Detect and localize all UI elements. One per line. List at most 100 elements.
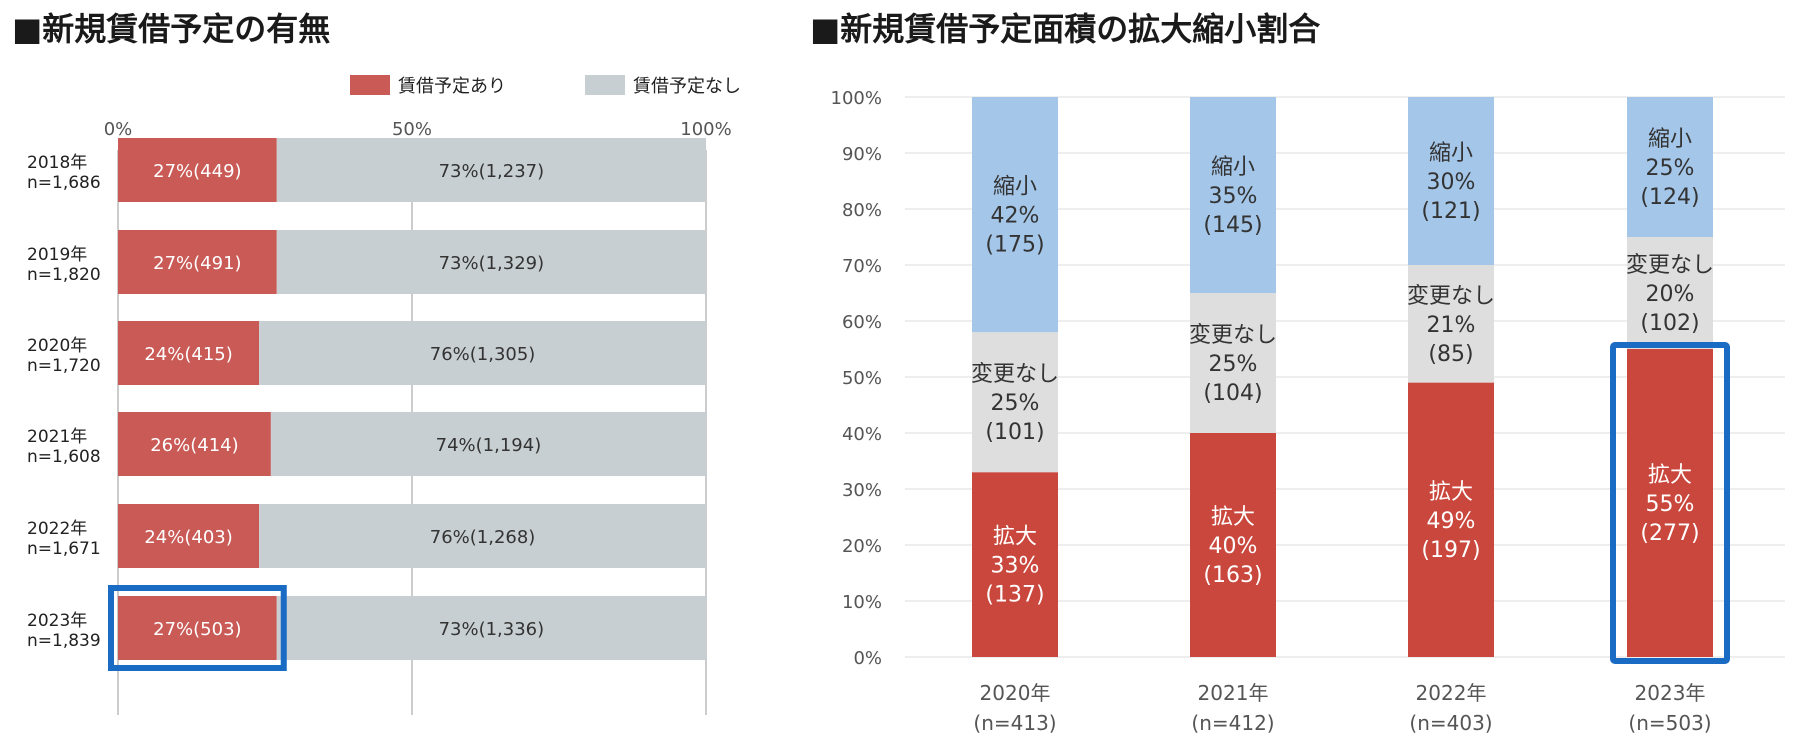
y-tick-label: 0% — [853, 648, 882, 669]
segment-name: 変更なし — [971, 362, 1059, 387]
segment-percent: 25% — [1646, 156, 1695, 181]
x-tick-label: 0% — [104, 119, 133, 140]
segment-count: (175) — [985, 233, 1044, 258]
y-tick-label: 50% — [842, 368, 882, 389]
category-year: 2019年 — [27, 245, 87, 265]
bar-segment — [118, 412, 271, 476]
left-chart-title: ■新規賃借予定の有無 — [12, 10, 330, 48]
y-tick-label: 40% — [842, 424, 882, 445]
segment-count: (197) — [1421, 538, 1480, 563]
segment-name: 拡大 — [1211, 505, 1255, 530]
segment-name: 縮小 — [1429, 141, 1473, 166]
y-tick-label: 100% — [831, 88, 882, 109]
data-label: 24%(403) — [144, 527, 232, 548]
segment-name: 拡大 — [1429, 480, 1473, 505]
bar-segment — [972, 97, 1058, 333]
data-label: 24%(415) — [144, 344, 232, 365]
category-n: n=1,839 — [27, 631, 101, 651]
segment-percent: 55% — [1646, 492, 1695, 517]
category-year: 2021年 — [27, 427, 87, 447]
category-n: n=1,686 — [27, 173, 101, 193]
segment-count: (102) — [1640, 311, 1699, 336]
segment-name: 変更なし — [1189, 323, 1277, 348]
bar-segment — [1190, 97, 1276, 293]
category-year: 2018年 — [27, 153, 87, 173]
segment-count: (124) — [1640, 185, 1699, 210]
data-label: 27%(491) — [153, 253, 241, 274]
data-label: 73%(1,237) — [439, 161, 545, 182]
y-tick-label: 20% — [842, 536, 882, 557]
category-year: 2022年 — [1416, 681, 1487, 705]
category-n: (n=412) — [1191, 711, 1274, 735]
segment-percent: 40% — [1209, 534, 1258, 559]
legend-label: 賃借予定あり — [398, 76, 506, 97]
bar-segment — [1408, 382, 1494, 657]
segment-percent: 35% — [1209, 184, 1258, 209]
segment-name: 変更なし — [1626, 253, 1714, 278]
bar-segment — [1408, 97, 1494, 265]
segment-count: (277) — [1640, 521, 1699, 546]
segment-name: 縮小 — [1648, 127, 1692, 152]
category-n: (n=503) — [1628, 711, 1711, 735]
bar-segment — [1627, 349, 1713, 657]
category-year: 2020年 — [980, 681, 1051, 705]
segment-name: 縮小 — [993, 175, 1037, 200]
category-year: 2020年 — [27, 336, 87, 356]
segment-percent: 21% — [1427, 313, 1476, 338]
segment-name: 変更なし — [1407, 284, 1495, 309]
segment-percent: 30% — [1427, 170, 1476, 195]
category-n: (n=413) — [973, 711, 1056, 735]
data-label: 27%(449) — [153, 161, 241, 182]
segment-percent: 25% — [991, 391, 1040, 416]
data-label: 73%(1,336) — [439, 619, 545, 640]
segment-name: 縮小 — [1211, 155, 1255, 180]
x-tick-label: 50% — [392, 119, 432, 140]
bar-segment — [259, 504, 706, 568]
bar-segment — [1408, 265, 1494, 383]
bar-segment — [118, 230, 277, 294]
highlight-frame — [1610, 342, 1730, 664]
y-tick-label: 80% — [842, 200, 882, 221]
segment-count: (163) — [1203, 563, 1262, 588]
segment-percent: 20% — [1646, 282, 1695, 307]
category-year: 2023年 — [1635, 681, 1706, 705]
bar-segment — [118, 504, 260, 568]
segment-count: (121) — [1421, 199, 1480, 224]
y-tick-label: 90% — [842, 144, 882, 165]
segment-name: 拡大 — [993, 525, 1037, 550]
category-n: n=1,720 — [27, 356, 101, 376]
segment-count: (104) — [1203, 381, 1262, 406]
segment-percent: 25% — [1209, 352, 1258, 377]
category-n: n=1,820 — [27, 265, 101, 285]
category-year: 2021年 — [1198, 681, 1269, 705]
category-n: (n=403) — [1409, 711, 1492, 735]
bar-segment — [1627, 237, 1713, 349]
category-n: n=1,608 — [27, 447, 101, 467]
right-chart: 0% 10% 20% 30% 40% 50% 60% 70% 80% 90% 100% 拡大 33% (1… — [831, 88, 1785, 735]
bar-segment — [259, 321, 706, 385]
data-label: 74%(1,194) — [436, 435, 542, 456]
segment-count: (85) — [1428, 342, 1473, 367]
y-tick-label: 10% — [842, 592, 882, 613]
legend-swatch — [585, 75, 625, 95]
bar-segment — [276, 596, 706, 660]
highlight-frame — [108, 585, 287, 671]
y-tick-label: 70% — [842, 256, 882, 277]
category-year: 2022年 — [27, 519, 87, 539]
bar-segment — [972, 332, 1058, 473]
category-year: 2023年 — [27, 611, 87, 631]
data-label: 76%(1,268) — [430, 527, 536, 548]
bar-segment — [118, 321, 260, 385]
bar-segment — [1190, 433, 1276, 657]
bar-segment — [972, 472, 1058, 657]
bar-segment — [270, 412, 706, 476]
x-tick-label: 100% — [680, 119, 731, 140]
right-chart-title: ■新規賃借予定面積の拡大縮小割合 — [810, 10, 1320, 48]
segment-percent: 33% — [991, 554, 1040, 579]
legend-swatch — [350, 75, 390, 95]
segment-count: (101) — [985, 420, 1044, 445]
segment-percent: 49% — [1427, 509, 1476, 534]
y-tick-label: 30% — [842, 480, 882, 501]
